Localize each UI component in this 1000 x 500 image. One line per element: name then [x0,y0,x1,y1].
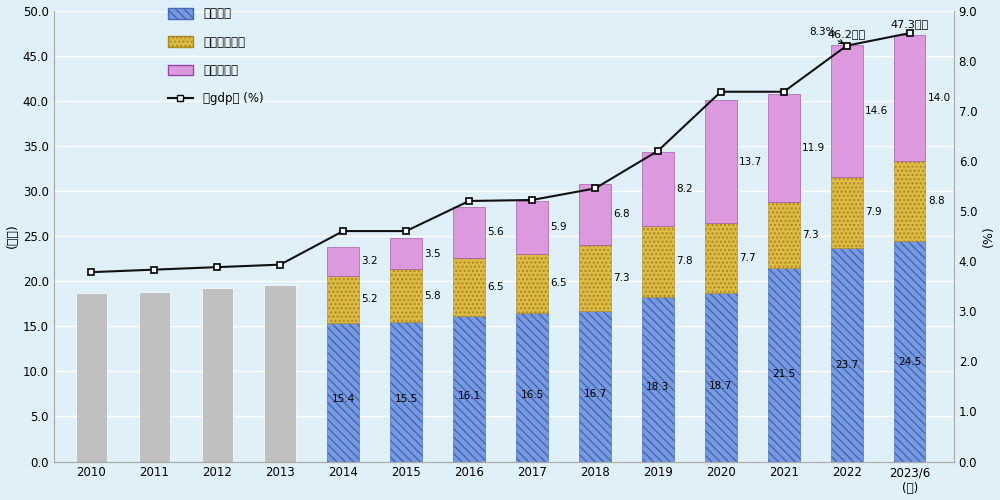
Text: 13.7: 13.7 [739,156,762,166]
Text: 46.2兆円: 46.2兆円 [828,30,866,40]
Text: 5.6: 5.6 [487,228,504,237]
Bar [768,268,800,462]
Bar [453,207,485,258]
Bar [579,245,611,311]
Text: 3.2: 3.2 [361,256,378,266]
Text: 18.7: 18.7 [709,380,732,390]
Bar [390,270,422,322]
Text: 15.4: 15.4 [332,394,355,404]
Bar [831,176,863,248]
Bar [453,258,485,316]
Bar [768,202,800,268]
Bar [202,288,233,462]
Bar [642,226,674,296]
Text: 6.8: 6.8 [613,210,630,220]
Text: 7.3: 7.3 [802,230,819,239]
Bar [327,247,359,276]
Bar [516,201,548,254]
Bar [139,292,170,462]
Bar [390,238,422,270]
Bar [579,184,611,245]
Text: 16.7: 16.7 [583,389,607,399]
Text: (年): (年) [902,482,918,495]
Text: 16.5: 16.5 [520,390,544,400]
Bar [894,240,925,462]
Text: 23.7: 23.7 [835,360,858,370]
Text: 16.1: 16.1 [457,391,481,401]
Bar [516,312,548,462]
Text: 5.8: 5.8 [424,290,441,300]
Bar [579,311,611,462]
Bar [831,248,863,462]
Bar [516,254,548,312]
Bar [76,293,107,462]
Text: 5.9: 5.9 [550,222,567,232]
Bar [642,152,674,226]
Bar [453,316,485,462]
Bar [768,94,800,202]
Text: 21.5: 21.5 [772,370,795,380]
Text: 15.5: 15.5 [394,394,418,404]
Bar [264,285,296,462]
Bar [831,45,863,176]
Text: 47.3兆円: 47.3兆円 [891,20,929,30]
Text: 3.5: 3.5 [424,248,441,258]
Text: 5.2: 5.2 [361,294,378,304]
Bar [642,296,674,462]
Text: 14.0: 14.0 [928,93,951,103]
Text: 7.3: 7.3 [613,273,630,283]
Text: 14.6: 14.6 [865,106,888,116]
Text: 8.3%: 8.3% [809,26,843,44]
Bar [894,35,925,161]
Text: 8.8: 8.8 [928,196,945,206]
Bar [705,100,737,224]
Bar [894,161,925,240]
Text: 7.7: 7.7 [739,253,756,263]
Text: 6.5: 6.5 [550,278,567,288]
Text: 18.3: 18.3 [646,382,670,392]
Text: 8.2: 8.2 [676,184,693,194]
Y-axis label: (兆円): (兆円) [6,224,19,248]
Bar [327,276,359,322]
Y-axis label: (%): (%) [981,225,994,247]
Text: 7.8: 7.8 [676,256,693,266]
Text: 24.5: 24.5 [898,357,921,367]
Bar [327,322,359,462]
Bar [390,322,422,462]
Text: 7.9: 7.9 [865,207,882,217]
Text: 6.5: 6.5 [487,282,504,292]
Legend: 株式資本, 収益の再投資, 負債性資本, 対gdp比 (%): 株式資本, 収益の再投資, 負債性資本, 対gdp比 (%) [168,8,264,106]
Text: 11.9: 11.9 [802,143,825,153]
Bar [705,293,737,462]
Bar [705,224,737,293]
